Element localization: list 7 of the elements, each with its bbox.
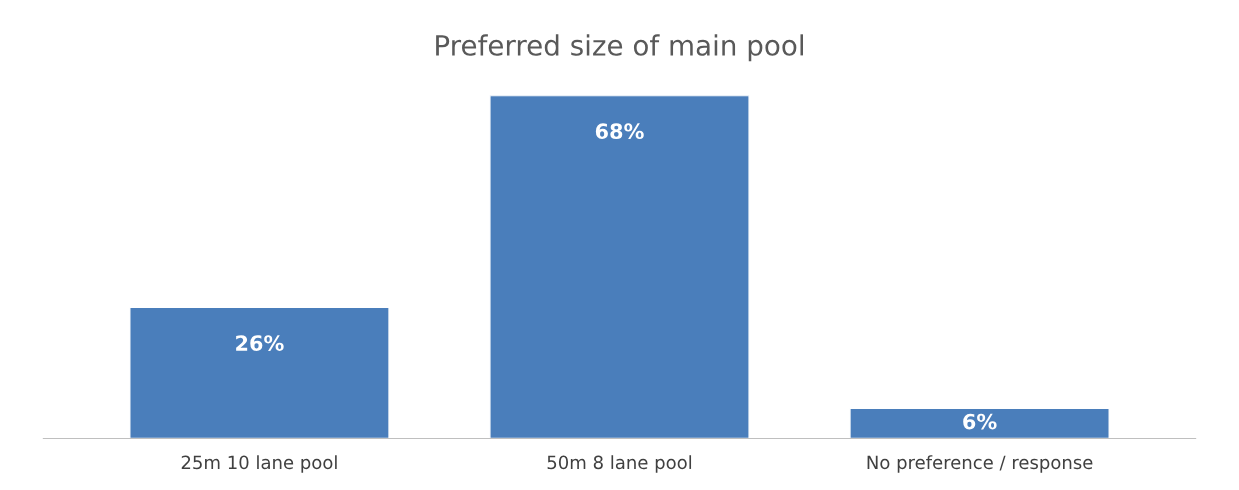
x-tick-label: No preference / response	[867, 455, 1093, 473]
data-label: 26%	[236, 335, 284, 351]
x-tick-label: 25m 10 lane pool	[181, 455, 337, 473]
data-label: 6%	[963, 413, 997, 430]
data-label: 68%	[595, 123, 644, 140]
x-tick-label: 50m 8 lane pool	[547, 455, 692, 473]
chart-title: Preferred size of main pool	[436, 34, 803, 62]
